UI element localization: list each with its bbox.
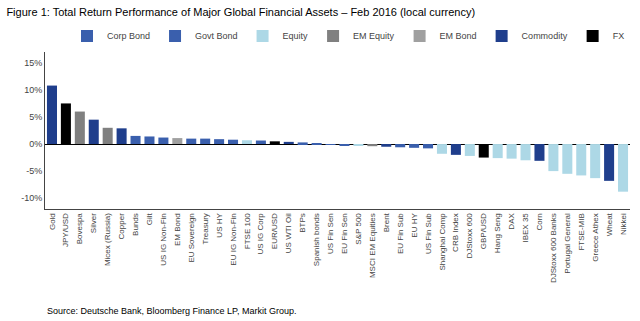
svg-text:FTSE-MIB: FTSE-MIB (577, 213, 586, 250)
svg-text:5%: 5% (29, 112, 42, 122)
svg-text:Silver: Silver (89, 213, 98, 233)
svg-text:US HY: US HY (215, 213, 224, 238)
svg-text:US IG Non-Fin: US IG Non-Fin (159, 213, 168, 265)
svg-text:-5%: -5% (26, 166, 42, 176)
svg-text:US WTI Oil: US WTI Oil (284, 213, 293, 253)
svg-text:IBEX 35: IBEX 35 (521, 213, 530, 243)
svg-text:Equity: Equity (283, 31, 309, 41)
svg-text:Govt Bond: Govt Bond (195, 31, 238, 41)
svg-text:US Fin Sen: US Fin Sen (326, 213, 335, 254)
svg-text:Bunds: Bunds (131, 213, 140, 236)
svg-text:BTPs: BTPs (298, 213, 307, 233)
svg-text:GBP/USD: GBP/USD (479, 213, 488, 249)
svg-text:EUR/USD: EUR/USD (270, 213, 279, 249)
svg-text:EU Fin Sub: EU Fin Sub (396, 213, 405, 254)
svg-text:Spanish bonds: Spanish bonds (312, 213, 321, 266)
svg-text:S&P 500: S&P 500 (354, 213, 363, 245)
svg-text:Hang Seng: Hang Seng (493, 213, 502, 253)
svg-text:Source: Deutsche Bank, Bloombe: Source: Deutsche Bank, Bloomberg Finance… (47, 306, 296, 316)
svg-text:EM Bond: EM Bond (173, 213, 182, 246)
svg-text:FTSE 100: FTSE 100 (243, 213, 252, 250)
svg-text:US Fin Sub: US Fin Sub (424, 213, 433, 254)
svg-text:-10%: -10% (21, 193, 42, 203)
svg-text:Corp Bond: Corp Bond (107, 31, 150, 41)
svg-text:Copper: Copper (117, 213, 126, 240)
svg-text:Shanghai Comp: Shanghai Comp (438, 213, 447, 271)
svg-text:Gold: Gold (48, 213, 57, 230)
svg-text:Bovespa: Bovespa (75, 213, 84, 245)
svg-text:Micex (Russia): Micex (Russia) (103, 213, 112, 266)
svg-text:EM Bond: EM Bond (440, 31, 477, 41)
svg-text:EU HY: EU HY (410, 213, 419, 238)
svg-text:EU Sovereign: EU Sovereign (187, 213, 196, 262)
svg-text:Figure 1: Total Return Perform: Figure 1: Total Return Performance of Ma… (6, 6, 475, 18)
svg-text:DJStoxx 600 Banks: DJStoxx 600 Banks (549, 213, 558, 283)
svg-text:0%: 0% (29, 139, 42, 149)
svg-text:EU IG Non-Fin: EU IG Non-Fin (229, 213, 238, 265)
svg-text:FX: FX (613, 31, 625, 41)
svg-text:Gilt: Gilt (145, 212, 154, 225)
svg-text:EU Fin Sen: EU Fin Sen (340, 213, 349, 254)
svg-text:10%: 10% (24, 85, 42, 95)
svg-text:Nikkei: Nikkei (619, 213, 628, 235)
svg-text:Brent: Brent (382, 212, 391, 232)
svg-text:DJStoxx 600: DJStoxx 600 (465, 213, 474, 259)
svg-text:MSCI EM Equities: MSCI EM Equities (368, 213, 377, 278)
svg-text:JPY/USD: JPY/USD (61, 213, 70, 247)
svg-text:Wheat: Wheat (605, 212, 614, 236)
svg-text:US IG Corp: US IG Corp (256, 213, 265, 255)
svg-text:CRB Index: CRB Index (451, 213, 460, 252)
svg-text:EM Equity: EM Equity (353, 31, 395, 41)
svg-text:15%: 15% (24, 58, 42, 68)
svg-text:Commodity: Commodity (522, 31, 568, 41)
svg-text:Portugal General: Portugal General (563, 213, 572, 274)
svg-text:Greece Athex: Greece Athex (591, 213, 600, 261)
svg-text:Corn: Corn (535, 213, 544, 230)
svg-text:Treasury: Treasury (201, 213, 210, 244)
svg-text:DAX: DAX (507, 213, 516, 230)
